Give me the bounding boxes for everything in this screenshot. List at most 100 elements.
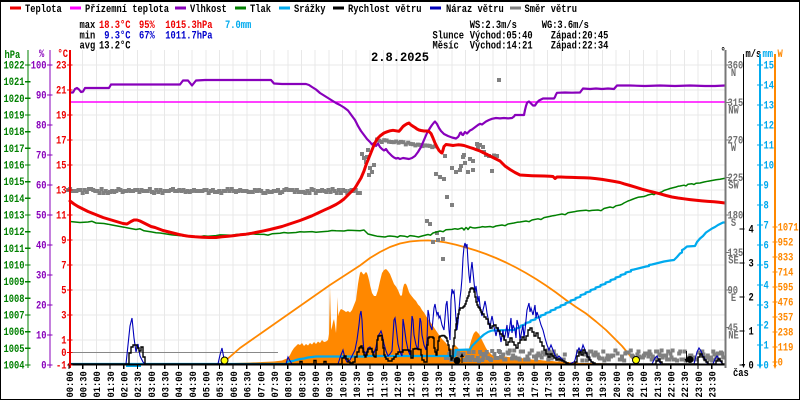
svg-text:21:30: 21:30 [654, 371, 665, 397]
svg-text:%: % [39, 49, 45, 61]
svg-text:9: 9 [61, 236, 66, 248]
svg-text:1012: 1012 [4, 227, 25, 239]
svg-text:833: 833 [778, 253, 794, 265]
svg-text:WS:2.3m/s: WS:2.3m/s [470, 20, 517, 32]
svg-text:06:00: 06:00 [230, 371, 241, 397]
svg-text:476: 476 [778, 298, 794, 310]
svg-text:22:00: 22:00 [668, 371, 679, 397]
svg-text:14:00: 14:00 [449, 371, 460, 397]
svg-text:180: 180 [728, 211, 744, 223]
svg-text:270: 270 [728, 136, 744, 148]
svg-text:17:00: 17:00 [531, 371, 542, 397]
svg-text:90: 90 [728, 286, 739, 298]
svg-text:11: 11 [764, 141, 775, 153]
svg-text:100: 100 [31, 61, 47, 73]
svg-text:238: 238 [778, 328, 794, 340]
svg-text:1015.3hPa: 1015.3hPa [165, 20, 213, 32]
svg-text:min: min [80, 30, 96, 42]
svg-text:W: W [778, 49, 784, 61]
svg-text:Vlhkost: Vlhkost [190, 4, 227, 16]
svg-text:Srážky: Srážky [294, 4, 326, 16]
svg-text:80: 80 [36, 121, 47, 133]
svg-text:0: 0 [778, 358, 783, 370]
svg-text:m/s: m/s [746, 49, 762, 61]
svg-text:NE: NE [728, 330, 739, 342]
svg-text:03:00: 03:00 [148, 371, 159, 397]
svg-text:00:30: 00:30 [80, 371, 91, 397]
svg-text:9.3°C: 9.3°C [104, 30, 131, 42]
svg-text:Západ:20:45: Západ:20:45 [551, 30, 609, 42]
svg-text:10: 10 [36, 331, 47, 343]
svg-text:13: 13 [764, 101, 775, 113]
svg-text:60: 60 [36, 181, 47, 193]
svg-text:0: 0 [749, 361, 754, 373]
svg-text:2: 2 [749, 293, 754, 305]
svg-text:1018: 1018 [4, 127, 25, 139]
svg-text:13: 13 [56, 186, 67, 198]
svg-text:1017: 1017 [4, 144, 25, 156]
svg-text:°C: °C [58, 49, 69, 61]
svg-text:Východ:14:21: Východ:14:21 [470, 41, 533, 53]
svg-text:14:30: 14:30 [462, 371, 473, 397]
svg-text:1013: 1013 [4, 211, 25, 223]
svg-text:16:30: 16:30 [517, 371, 528, 397]
svg-text:19: 19 [56, 111, 67, 123]
svg-text:20:00: 20:00 [613, 371, 624, 397]
svg-text:05:30: 05:30 [216, 371, 227, 397]
svg-text:135: 135 [728, 248, 744, 260]
svg-text:1021: 1021 [4, 77, 25, 89]
svg-text:1006: 1006 [4, 327, 25, 339]
svg-text:00:00: 00:00 [66, 371, 77, 397]
svg-text:714: 714 [778, 268, 794, 280]
svg-text:90: 90 [36, 91, 47, 103]
svg-text:1005: 1005 [4, 344, 25, 356]
svg-text:30: 30 [36, 271, 47, 283]
svg-text:S: S [731, 218, 737, 230]
svg-text:13:00: 13:00 [421, 371, 432, 397]
svg-text:°: ° [721, 47, 726, 59]
svg-text:6: 6 [764, 241, 769, 253]
svg-text:3: 3 [749, 259, 755, 271]
svg-text:1015: 1015 [4, 177, 25, 189]
svg-text:12:30: 12:30 [408, 371, 419, 397]
svg-text:avg: avg [80, 41, 96, 53]
svg-text:Tlak: Tlak [250, 4, 271, 16]
svg-text:1009: 1009 [4, 277, 25, 289]
svg-text:11: 11 [56, 211, 67, 223]
svg-text:07:00: 07:00 [257, 371, 268, 397]
svg-text:1: 1 [61, 336, 67, 348]
svg-text:1: 1 [764, 341, 770, 353]
svg-text:Západ:22:34: Západ:22:34 [551, 41, 609, 53]
svg-text:02:00: 02:00 [121, 371, 132, 397]
svg-text:12:00: 12:00 [394, 371, 405, 397]
svg-text:Východ:05:40: Východ:05:40 [470, 30, 533, 42]
svg-text:1011: 1011 [4, 244, 25, 256]
svg-text:11:30: 11:30 [380, 371, 391, 397]
svg-text:23: 23 [56, 61, 67, 73]
svg-text:1071: 1071 [778, 223, 799, 235]
svg-text:1016: 1016 [4, 161, 25, 173]
svg-text:15:00: 15:00 [476, 371, 487, 397]
svg-text:2: 2 [764, 321, 769, 333]
svg-text:17:30: 17:30 [544, 371, 555, 397]
svg-text:5: 5 [764, 261, 770, 273]
svg-text:7: 7 [61, 261, 66, 273]
svg-text:5: 5 [61, 286, 67, 298]
svg-text:23:00: 23:00 [695, 371, 706, 397]
svg-text:18.3°C: 18.3°C [99, 20, 131, 32]
svg-text:11:00: 11:00 [367, 371, 378, 397]
svg-text:1004: 1004 [4, 361, 25, 373]
svg-text:09:30: 09:30 [326, 371, 337, 397]
svg-text:40: 40 [36, 241, 47, 253]
svg-text:95%: 95% [139, 20, 155, 32]
svg-text:1020: 1020 [4, 94, 25, 106]
svg-text:13.2°C: 13.2°C [99, 41, 131, 53]
svg-text:357: 357 [778, 313, 794, 325]
svg-text:0: 0 [41, 361, 46, 373]
svg-text:max: max [80, 20, 96, 32]
svg-text:06:30: 06:30 [244, 371, 255, 397]
svg-text:Rychlost větru: Rychlost větru [348, 4, 422, 16]
svg-text:1014: 1014 [4, 194, 25, 206]
svg-text:225: 225 [728, 173, 744, 185]
svg-text:04:00: 04:00 [175, 371, 186, 397]
